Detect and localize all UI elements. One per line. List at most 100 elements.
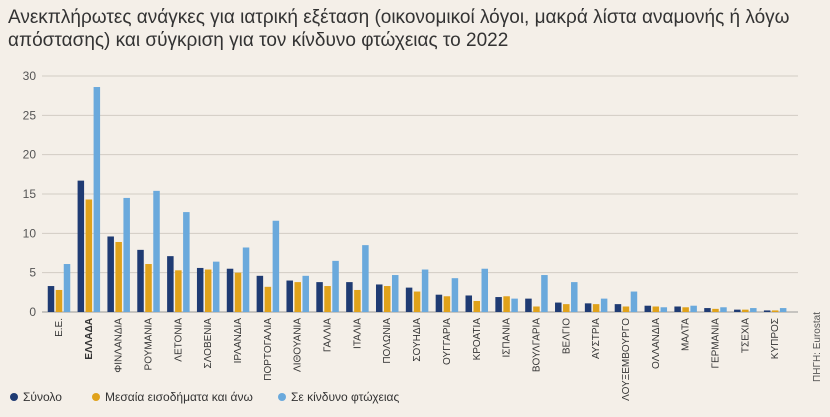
x-tick-label: ΣΛΟΒΕΝΙΑ xyxy=(203,318,214,369)
bar xyxy=(600,298,608,312)
bar xyxy=(354,289,361,312)
bar xyxy=(495,297,502,312)
bar xyxy=(196,267,204,312)
bar xyxy=(204,269,212,312)
legend-marker xyxy=(92,393,100,401)
x-tick-label: ΙΤΑΛΙΑ xyxy=(352,318,363,349)
x-tick-label: ΛΕΤΟΝΙΑ xyxy=(173,318,184,362)
bar xyxy=(622,306,630,312)
legend-label: Σύνολο xyxy=(23,390,62,404)
bar xyxy=(234,272,242,312)
legend-marker xyxy=(10,393,18,401)
bar xyxy=(391,275,399,312)
bar xyxy=(712,308,719,312)
bar xyxy=(93,87,101,312)
x-tick-label: ΛΙΘΟΥΑΝΙΑ xyxy=(293,318,304,372)
bar xyxy=(704,308,711,312)
x-tick-label: ΕΛΛΑΔΑ xyxy=(84,318,95,360)
chart-title: Ανεκπλήρωτες ανάγκες για ιατρική εξέταση… xyxy=(8,7,790,51)
bar xyxy=(324,286,331,312)
bar xyxy=(145,264,152,312)
bar xyxy=(771,310,779,312)
bar xyxy=(47,286,55,312)
bar xyxy=(272,220,280,312)
bar xyxy=(644,305,652,312)
legend-label: Μεσαία εισοδήματα και άνω xyxy=(105,390,253,404)
bar xyxy=(242,247,250,312)
bar xyxy=(511,298,518,312)
bar xyxy=(421,269,429,312)
bar xyxy=(405,287,413,312)
x-tick-label: ΓΕΡΜΑΝΙΑ xyxy=(710,318,721,369)
bar xyxy=(294,282,301,312)
bar xyxy=(481,268,489,312)
x-tick-label: ΣΟΥΗΔΙΑ xyxy=(412,318,423,362)
x-tick-label: ΛΟΥΞΕΜΒΟΥΡΓΟ xyxy=(621,318,632,401)
x-tick-label: ΙΡΛΑΝΔΙΑ xyxy=(233,318,244,364)
bar xyxy=(473,300,481,312)
x-tick-label: ΟΛΛΑΝΔΙΑ xyxy=(651,318,662,369)
x-tick-label: ΤΣΕΧΙΑ xyxy=(740,318,751,353)
bar xyxy=(107,236,114,312)
bar xyxy=(375,284,383,312)
bar xyxy=(153,190,160,312)
bar xyxy=(383,286,391,312)
y-tick-label: 0 xyxy=(29,305,36,319)
bar xyxy=(652,306,660,312)
x-tick-label: ΠΟΡΤΟΓΑΛΙΑ xyxy=(263,318,274,381)
x-tick-label: ΒΕΛΓΙΟ xyxy=(561,318,572,354)
bar xyxy=(175,270,182,312)
bar xyxy=(443,296,451,312)
bar xyxy=(183,212,190,312)
bar xyxy=(212,261,220,312)
x-tick-label: ΦΙΝΛΑΝΔΙΑ xyxy=(114,318,125,373)
y-tick-label: 5 xyxy=(29,266,36,280)
y-tick-label: 10 xyxy=(23,226,37,240)
bar xyxy=(555,302,562,312)
bar xyxy=(614,304,622,312)
bar xyxy=(465,295,473,312)
y-tick-label: 30 xyxy=(23,69,37,83)
bar xyxy=(85,199,93,312)
bar xyxy=(503,296,510,312)
bar xyxy=(690,305,697,312)
bar xyxy=(660,307,668,312)
bar xyxy=(115,241,122,312)
bar xyxy=(302,275,309,312)
bar xyxy=(682,307,689,312)
x-tick-label: ΒΟΥΛΓΑΡΙΑ xyxy=(531,318,542,372)
bar xyxy=(563,304,570,312)
bar xyxy=(742,309,749,312)
y-tick-label: 25 xyxy=(23,108,37,122)
bar xyxy=(674,306,681,312)
bar xyxy=(525,298,532,312)
legend-label: Σε κίνδυνο φτώχειας xyxy=(291,390,399,404)
bar xyxy=(346,282,353,312)
x-tick-label: Ε.Ε. xyxy=(54,318,65,337)
x-tick-label: ΜΑΛΤΑ xyxy=(681,318,692,351)
bar xyxy=(541,275,548,312)
y-tick-label: 15 xyxy=(23,187,37,201)
bar xyxy=(167,256,174,312)
y-tick-label: 20 xyxy=(23,148,37,162)
bar xyxy=(451,278,459,312)
x-tick-label: ΠΟΛΩΝΙΑ xyxy=(382,318,393,364)
bar xyxy=(630,291,638,312)
bar xyxy=(256,275,264,312)
bar xyxy=(137,249,144,312)
bar xyxy=(533,306,540,312)
bar xyxy=(779,308,787,312)
bar xyxy=(77,180,85,312)
bar xyxy=(734,309,741,312)
bar xyxy=(592,304,600,312)
x-tick-label: ΟΥΓΓΑΡΙΑ xyxy=(442,318,453,365)
bar xyxy=(55,289,63,312)
legend-marker xyxy=(278,393,286,401)
bar xyxy=(63,264,71,312)
source-label: ΠΗΓΗ: Eurostat xyxy=(812,312,823,382)
bar xyxy=(435,294,443,312)
bar xyxy=(720,307,727,312)
bar xyxy=(316,282,323,312)
x-tick-label: ΚΥΠΡΟΣ xyxy=(770,318,781,359)
